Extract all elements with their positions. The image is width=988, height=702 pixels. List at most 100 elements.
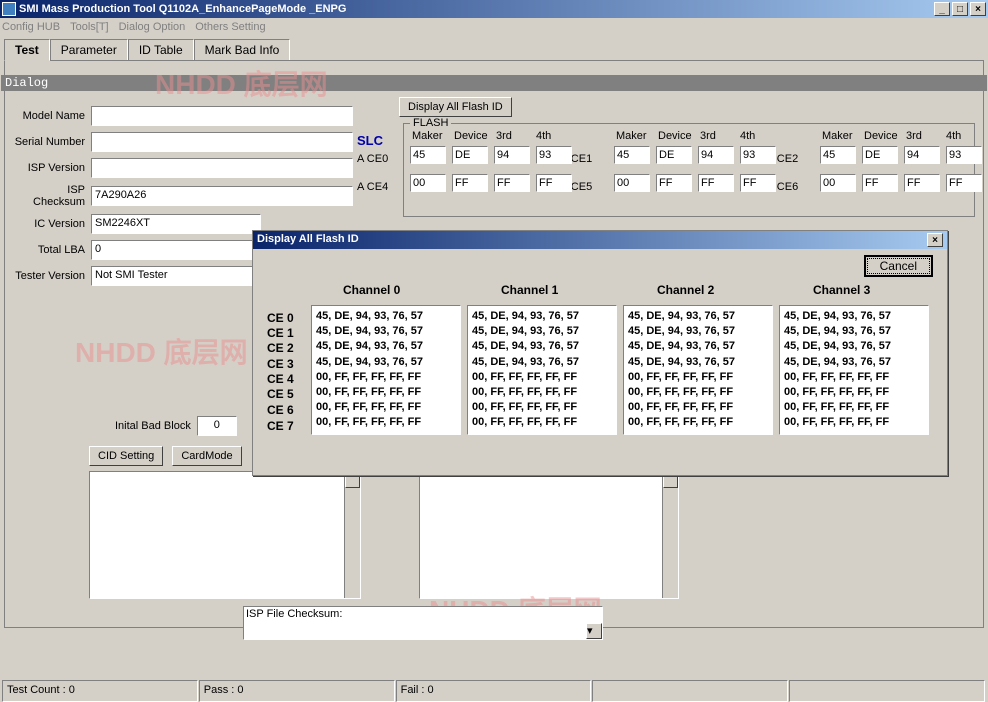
ce0-label: CE 0 — [267, 311, 294, 325]
channel-0-header: Channel 0 — [343, 283, 400, 297]
slc-label: SLC — [357, 133, 383, 148]
ic-version-label: IC Version — [13, 218, 91, 230]
listbox-right[interactable] — [419, 471, 679, 599]
maximize-button[interactable]: □ — [952, 2, 968, 16]
flash-ce1-maker[interactable]: 45 — [614, 146, 650, 164]
flash-ce1-device[interactable]: DE — [656, 146, 692, 164]
tester-input[interactable]: Not SMI Tester — [91, 266, 261, 286]
isp-version-label: ISP Version — [13, 162, 91, 174]
flash-ce0-4th[interactable]: 93 — [536, 146, 572, 164]
cid-row: CID Setting CardMode — [89, 446, 242, 466]
card-mode-button[interactable]: CardMode — [172, 446, 241, 466]
ace0-label: A CE0 — [357, 153, 388, 165]
channel-3-header: Channel 3 — [813, 283, 870, 297]
channel-2-data: 45, DE, 94, 93, 76, 5745, DE, 94, 93, 76… — [623, 305, 773, 435]
lba-label: Total LBA — [13, 244, 91, 256]
model-name-input[interactable] — [91, 106, 353, 126]
flash-ce1-3rd[interactable]: 94 — [698, 146, 734, 164]
window-title: SMI Mass Production Tool Q1102A_EnhanceP… — [19, 3, 346, 15]
flash-hdr-3rd: 3rd — [906, 130, 922, 142]
flash-hdr-maker: Maker — [616, 130, 647, 142]
flash-hdr-4th: 4th — [946, 130, 961, 142]
flash-hdr-device: Device — [658, 130, 692, 142]
flash-ce0-3rd[interactable]: 94 — [494, 146, 530, 164]
flash-ce6-3rd[interactable]: FF — [904, 174, 940, 192]
menu-config-hub[interactable]: Config HUB — [2, 21, 60, 33]
lba-input[interactable]: 0 — [91, 240, 261, 260]
tab-id-table[interactable]: ID Table — [128, 39, 194, 61]
flash-ce6-device[interactable]: FF — [862, 174, 898, 192]
status-empty2 — [789, 680, 985, 702]
close-button[interactable]: × — [970, 2, 986, 16]
flash-ce2-3rd[interactable]: 94 — [904, 146, 940, 164]
dialog-titlebar: Display All Flash ID × — [253, 231, 947, 249]
model-name-label: Model Name — [13, 110, 91, 122]
flash-ce2-device[interactable]: DE — [862, 146, 898, 164]
status-pass: Pass : 0 — [199, 680, 395, 702]
flash-ce5-device[interactable]: FF — [656, 174, 692, 192]
flash-ce6-4th[interactable]: FF — [946, 174, 982, 192]
tab-mark-bad-info[interactable]: Mark Bad Info — [194, 39, 291, 61]
dialog-close-button[interactable]: × — [927, 233, 943, 247]
minimize-button[interactable]: _ — [934, 2, 950, 16]
channel-2-header: Channel 2 — [657, 283, 714, 297]
listbox-left[interactable] — [89, 471, 361, 599]
status-fail: Fail : 0 — [396, 680, 592, 702]
flash-ce6-maker[interactable]: 00 — [820, 174, 856, 192]
ce2-label: CE 2 — [267, 341, 294, 355]
flash-hdr-maker: Maker — [822, 130, 853, 142]
app-icon — [2, 2, 16, 16]
ic-version-input[interactable]: SM2246XT — [91, 214, 261, 234]
flash-hdr-3rd: 3rd — [496, 130, 512, 142]
isp-dropdown-icon[interactable]: ▾ — [586, 623, 602, 639]
flash-ce5-3rd[interactable]: FF — [698, 174, 734, 192]
channel-1-header: Channel 1 — [501, 283, 558, 297]
menu-dialog-option[interactable]: Dialog Option — [119, 21, 186, 33]
channel-1-data: 45, DE, 94, 93, 76, 5745, DE, 94, 93, 76… — [467, 305, 617, 435]
flash-legend: FLASH — [410, 117, 451, 129]
flash-ce4-4th[interactable]: FF — [536, 174, 572, 192]
flash-ce2-maker[interactable]: 45 — [820, 146, 856, 164]
flash-ce5-maker[interactable]: 00 — [614, 174, 650, 192]
cid-setting-button[interactable]: CID Setting — [89, 446, 163, 466]
flash-ce4-device[interactable]: FF — [452, 174, 488, 192]
ce4-label: CE 4 — [267, 372, 294, 386]
flash-ce4-maker[interactable]: 00 — [410, 174, 446, 192]
cancel-button[interactable]: Cancel — [864, 255, 933, 277]
listbox-right-scrollbar[interactable] — [662, 472, 678, 598]
listbox-left-scrollbar[interactable] — [344, 472, 360, 598]
ce6-label: CE 6 — [267, 403, 294, 417]
flash-ce4-3rd[interactable]: FF — [494, 174, 530, 192]
isp-checksum-text: ISP File Checksum: — [246, 608, 342, 620]
display-all-flash-id-button[interactable]: Display All Flash ID — [399, 97, 512, 117]
status-bar: Test Count : 0 Pass : 0 Fail : 0 — [2, 680, 986, 702]
flash-ce2-4th[interactable]: 93 — [946, 146, 982, 164]
flash-hdr-device: Device — [864, 130, 898, 142]
isp-version-input[interactable] — [91, 158, 353, 178]
flash-hdr-maker: Maker — [412, 130, 443, 142]
flash-ce0-maker[interactable]: 45 — [410, 146, 446, 164]
isp-checksum-area: ISP File Checksum: ▾ — [243, 606, 603, 640]
flash-ce0-device[interactable]: DE — [452, 146, 488, 164]
flash-hdr-device: Device — [454, 130, 488, 142]
display-flash-id-dialog: Display All Flash ID × Cancel Channel 0 … — [252, 230, 948, 476]
isp-checksum-input[interactable]: 7A290A26 — [91, 186, 353, 206]
tab-parameter[interactable]: Parameter — [50, 39, 128, 61]
isp-checksum-label: ISP Checksum — [13, 184, 91, 208]
menu-tools[interactable]: Tools[T] — [70, 21, 109, 33]
ace4-label: A CE4 — [357, 181, 388, 193]
window-titlebar: SMI Mass Production Tool Q1102A_EnhanceP… — [0, 0, 988, 18]
tab-test[interactable]: Test — [4, 39, 50, 61]
flash-ce1-4th[interactable]: 93 — [740, 146, 776, 164]
inital-bad-block-label: Inital Bad Block — [115, 420, 191, 432]
channel-0-data: 45, DE, 94, 93, 76, 5745, DE, 94, 93, 76… — [311, 305, 461, 435]
watermark: NHDD 底层网 — [75, 331, 248, 371]
flash-ce5-4th[interactable]: FF — [740, 174, 776, 192]
tester-label: Tester Version — [13, 270, 91, 282]
serial-input[interactable] — [91, 132, 353, 152]
dialog-bar: Dialog — [1, 75, 987, 91]
inital-bad-block-input[interactable]: 0 — [197, 416, 237, 436]
flash-hdr-3rd: 3rd — [700, 130, 716, 142]
menu-others-setting[interactable]: Others Setting — [195, 21, 265, 33]
inital-bad-block-row: Inital Bad Block 0 — [115, 416, 237, 436]
